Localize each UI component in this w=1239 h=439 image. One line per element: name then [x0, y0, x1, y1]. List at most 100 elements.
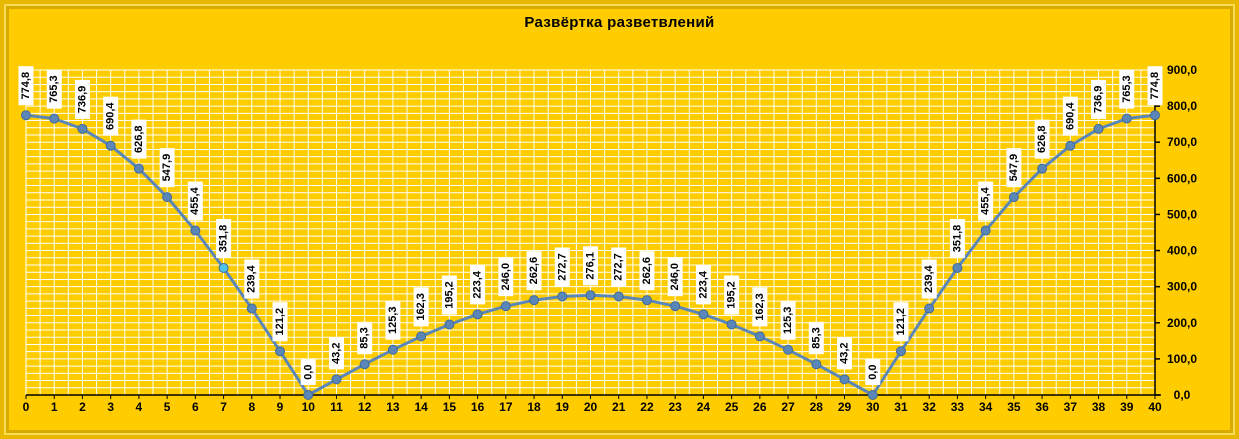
x-tick-label: 9 [277, 400, 284, 414]
data-point [49, 113, 60, 124]
data-point [359, 359, 370, 370]
data-label-box [244, 259, 260, 299]
data-label: 262,6 [528, 257, 540, 285]
data-label: 121,2 [895, 308, 907, 336]
data-point [218, 262, 229, 273]
data-points [21, 110, 1160, 400]
data-label-box [1091, 79, 1107, 119]
data-label: 162,3 [754, 293, 766, 321]
data-point [246, 303, 257, 314]
x-tick-label: 26 [753, 400, 767, 414]
x-tick-label: 18 [527, 400, 541, 414]
y-tick-label: 200,0 [1167, 316, 1197, 330]
y-tick-label: 700,0 [1167, 135, 1197, 149]
data-label-box [103, 96, 119, 136]
x-tick-label: 2 [79, 400, 86, 414]
y-tick-label: 600,0 [1167, 171, 1197, 185]
x-tick-label: 20 [584, 400, 598, 414]
x-tick-label: 8 [248, 400, 255, 414]
data-label-box [328, 337, 344, 370]
data-label: 162,3 [415, 293, 427, 321]
data-point [613, 291, 624, 302]
x-tick-labels: 0 1 2 3 4 5 6 7 8 9 10 11 12 13 14 15 16 17 18 19 20 21 22 23 24… [23, 400, 1162, 414]
data-label: 0,0 [867, 365, 879, 380]
data-point [754, 331, 765, 342]
data-label-box [554, 247, 570, 287]
data-point [387, 344, 398, 355]
data-label: 239,4 [923, 264, 935, 292]
data-label-box [695, 265, 711, 305]
data-point [980, 225, 991, 236]
data-point [162, 192, 173, 203]
data-label: 262,6 [641, 257, 653, 285]
data-point [1065, 140, 1076, 151]
data-point [585, 290, 596, 301]
x-tick-label: 5 [164, 400, 171, 414]
y-tick-label: 400,0 [1167, 244, 1197, 258]
data-label: 765,3 [48, 75, 60, 103]
data-label: 736,9 [1092, 86, 1104, 114]
data-label-box [131, 119, 147, 159]
data-point [557, 291, 568, 302]
data-label-box [949, 218, 965, 258]
data-point [500, 301, 511, 312]
data-label-box [1034, 119, 1050, 159]
data-label: 774,8 [1149, 72, 1161, 100]
data-point [895, 346, 906, 357]
data-label: 690,4 [1064, 102, 1076, 130]
data-point [416, 331, 427, 342]
data-label: 195,2 [443, 281, 455, 309]
data-point [1121, 113, 1132, 124]
data-label-box [357, 321, 373, 355]
x-tick-label: 35 [1007, 400, 1021, 414]
x-tick-label: 39 [1120, 400, 1134, 414]
data-label-box [837, 337, 853, 370]
data-label-box [667, 257, 683, 297]
data-label: 121,2 [274, 308, 286, 336]
data-label-box [470, 265, 486, 305]
x-tick-label: 27 [781, 400, 795, 414]
data-label-box [498, 257, 514, 297]
x-tick-label: 37 [1064, 400, 1078, 414]
y-tick-label: 100,0 [1167, 352, 1197, 366]
data-point [1037, 163, 1048, 174]
data-label-box [724, 275, 740, 315]
data-label: 43,2 [839, 342, 851, 363]
axes [25, 69, 1161, 399]
data-point [303, 390, 314, 400]
data-label-box [74, 79, 90, 119]
data-label: 774,8 [20, 72, 32, 100]
data-label: 0,0 [302, 365, 314, 380]
data-label-box [752, 287, 768, 327]
data-point [1093, 123, 1104, 134]
data-label-box [300, 359, 316, 385]
data-point [726, 319, 737, 330]
x-tick-label: 25 [725, 400, 739, 414]
data-label-box [611, 247, 627, 287]
data-label-box [1062, 96, 1078, 136]
data-label: 351,8 [951, 225, 963, 253]
x-tick-label: 15 [443, 400, 457, 414]
data-label: 272,7 [556, 253, 568, 281]
x-tick-label: 38 [1092, 400, 1106, 414]
data-label: 736,9 [76, 86, 88, 114]
x-tick-label: 29 [838, 400, 852, 414]
y-tick-label: 500,0 [1167, 207, 1197, 221]
data-label-box [1147, 66, 1163, 106]
data-label: 239,4 [246, 264, 258, 292]
x-tick-label: 12 [358, 400, 372, 414]
data-label: 547,9 [1008, 154, 1020, 182]
data-label-box [808, 321, 824, 355]
data-label: 455,4 [980, 186, 992, 214]
data-label-box [978, 181, 994, 221]
data-label-box [639, 251, 655, 291]
data-label-box [413, 287, 429, 327]
data-label-box [46, 69, 62, 109]
data-label: 547,9 [161, 154, 173, 182]
x-tick-label: 22 [640, 400, 654, 414]
x-tick-label: 28 [810, 400, 824, 414]
data-point [133, 163, 144, 174]
data-label: 276,1 [584, 252, 596, 280]
data-label-box [893, 302, 909, 342]
